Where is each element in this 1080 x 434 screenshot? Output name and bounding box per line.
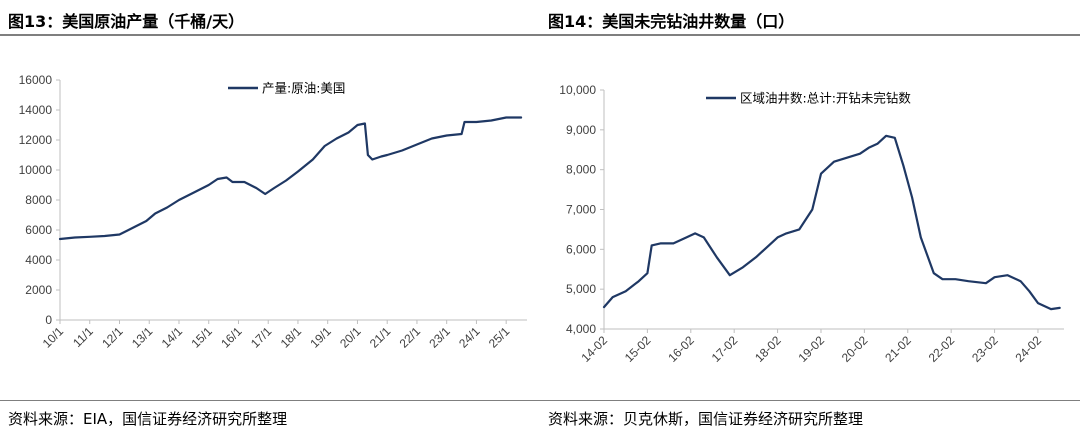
chart1-y-tick-label: 10000 (19, 163, 53, 177)
chart2-x-tick-label: 24-02 (1012, 333, 1044, 365)
chart2-x-tick-label: 15-02 (622, 333, 654, 365)
duc-wells-chart: 4,000 5,000 6,000 7,000 8,000 9,000 10,000 14-0… (559, 83, 1064, 365)
left-chart-title: 图13：美国原油产量（千桶/天） (8, 12, 245, 31)
chart1-x-tick-label: 14/1 (159, 324, 186, 351)
chart2-y-tick-label: 5,000 (566, 282, 596, 296)
left-source-rule (0, 400, 540, 401)
right-chart-source: 资料来源：贝克休斯，国信证券经济研究所整理 (548, 410, 864, 428)
right-title-rule (540, 34, 1080, 36)
chart1-y-tick-label: 14000 (19, 103, 53, 117)
chart2-x-tick-label: 23-02 (969, 333, 1001, 365)
chart1-x-tick-label: 20/1 (337, 324, 364, 351)
chart2-series-line (602, 134, 1061, 311)
chart2-y-tick-label: 9,000 (566, 123, 596, 137)
chart1-y-tick-label: 8000 (25, 193, 52, 207)
chart1-y-tick-label: 16000 (19, 73, 53, 87)
left-title-rule (0, 34, 540, 36)
chart1-x-tick-label: 18/1 (278, 324, 305, 351)
right-chart-panel: 图14：美国未完钻油井数量（口） 4,000 5,000 6,000 7,000 8,0… (540, 0, 1080, 434)
chart2-y-tick-label: 4,000 (566, 322, 596, 336)
chart2-y-tick-label: 6,000 (566, 242, 596, 256)
chart1-x-tick-label: 12/1 (99, 324, 126, 351)
chart1-x-tick-label: 22/1 (397, 324, 424, 351)
chart1-x-tick-label: 24/1 (456, 324, 483, 351)
chart2-x-tick-label: 19-02 (795, 333, 827, 365)
right-source-rule (540, 400, 1080, 401)
chart1-series-line (58, 116, 523, 241)
chart1-x-tick-label: 25/1 (486, 324, 513, 351)
left-chart-panel: 图13：美国原油产量（千桶/天） 0 2000 4000 6000 8000 10000 1… (0, 12, 540, 428)
chart2-legend-label: 区域油井数:总计:开钻未完钻数 (740, 91, 911, 106)
chart2-x-tick-label: 20-02 (839, 333, 871, 365)
chart2-y-tick-label: 8,000 (566, 163, 596, 177)
left-chart-source: 资料来源：EIA，国信证券经济研究所整理 (8, 410, 288, 428)
chart2-x-tick-label: 16-02 (665, 333, 697, 365)
chart1-legend-label: 产量:原油:美国 (262, 81, 345, 96)
chart2-y-tick-label: 10,000 (559, 83, 596, 97)
chart2-x-tick-label: 22-02 (926, 333, 958, 365)
chart1-x-tick-label: 17/1 (248, 324, 275, 351)
chart1-y-tick-label: 12000 (19, 133, 53, 147)
right-chart-title: 图14：美国未完钻油井数量（口） (548, 12, 795, 31)
chart1-y-tick-label: 0 (45, 313, 52, 327)
chart1-y-tick-label: 2000 (25, 283, 52, 297)
chart2-x-tick-label: 17-02 (709, 333, 741, 365)
chart1-x-tick-label: 11/1 (70, 324, 96, 350)
chart1-x-tick-label: 19/1 (307, 324, 334, 351)
chart1-x-tick-label: 10/1 (40, 324, 67, 351)
chart1-y-tick-label: 6000 (25, 223, 52, 237)
oil-production-chart: 0 2000 4000 6000 8000 10000 12000 14000 16000 10/… (19, 73, 527, 351)
chart1-y-tick-label: 4000 (25, 253, 52, 267)
chart2-x-tick-label: 21-02 (882, 333, 914, 365)
chart1-x-tick-label: 23/1 (426, 324, 453, 351)
chart1-x-tick-label: 13/1 (129, 324, 156, 351)
chart1-x-tick-label: 15/1 (188, 324, 215, 351)
chart1-x-tick-label: 21/1 (367, 324, 394, 351)
chart1-x-tick-label: 16/1 (218, 324, 245, 351)
chart2-x-tick-label: 18-02 (752, 333, 784, 365)
chart2-x-tick-label: 14-02 (579, 333, 611, 365)
chart2-y-tick-label: 7,000 (566, 203, 596, 217)
